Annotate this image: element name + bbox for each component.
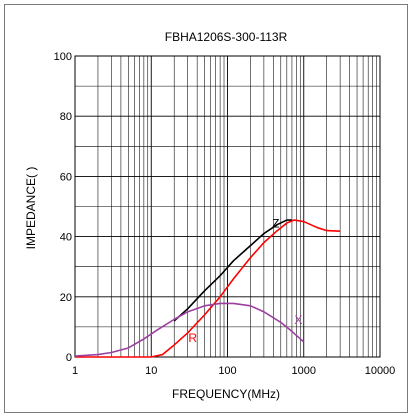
chart-title: FBHA1206S-300-113R <box>165 30 288 44</box>
y-tick-label: 60 <box>60 171 72 183</box>
series-label-r: R <box>188 331 197 345</box>
y-tick-label: 40 <box>60 232 72 244</box>
series-line-z <box>173 219 292 322</box>
plot-border <box>74 55 381 358</box>
series-line-x <box>74 302 305 357</box>
series-labels: Z R X <box>188 217 302 345</box>
x-axis-label: FREQUENCY(MHz) <box>172 387 280 401</box>
x-tick-label: 1 <box>72 365 78 377</box>
y-tick-label: 80 <box>60 111 72 123</box>
y-tick-label: 20 <box>60 292 72 304</box>
x-tick-label: 10000 <box>365 365 396 377</box>
y-tick-label: 100 <box>54 51 72 63</box>
series-label-x: X <box>294 313 302 327</box>
series-label-z: Z <box>272 217 279 231</box>
x-tick-label: 10 <box>145 365 157 377</box>
y-axis-label: IMPEDANCE( ) <box>24 167 38 250</box>
chart-frame <box>4 4 408 413</box>
y-tick-label: 0 <box>66 352 72 364</box>
series-layer <box>74 219 341 358</box>
y-tick-labels: 0 20 40 60 80 100 <box>54 51 72 364</box>
series-line-r <box>75 219 341 358</box>
x-tick-labels: 1 10 100 1000 10000 <box>72 365 395 377</box>
x-tick-label: 100 <box>218 365 236 377</box>
x-tick-label: 1000 <box>292 365 316 377</box>
